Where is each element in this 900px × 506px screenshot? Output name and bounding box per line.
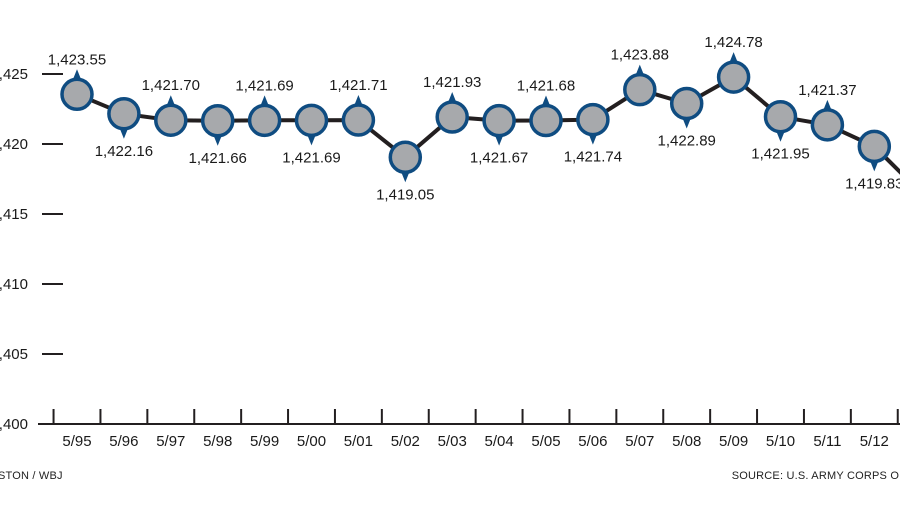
series-line [76,75,900,175]
data-label: 1,423.88 [611,47,669,64]
data-label: 1,421.68 [517,77,575,94]
data-label: 1,421.66 [189,150,247,167]
data-point-marker [341,103,376,137]
data-label: 1,421.37 [798,82,856,99]
data-point-marker [107,97,141,131]
data-point-marker [247,103,282,138]
data-label: 1,421.74 [564,149,622,166]
data-point-marker [669,86,704,121]
data-label: 1,419.05 [376,186,434,203]
x-tick-label: 5/10 [766,433,795,450]
data-label: 1,421.95 [751,146,809,163]
data-label: 1,421.69 [235,77,293,94]
y-tick-label: ,400 [0,416,28,433]
data-label: 1,421.69 [282,149,340,166]
x-tick-label: 5/09 [719,433,748,450]
x-tick-label: 5/98 [203,433,232,450]
y-tick-label: ,405 [0,346,28,363]
data-point-marker [529,103,563,138]
x-tick-label: 5/01 [344,433,373,450]
x-tick-label: 5/97 [156,433,185,450]
data-label: 1,422.89 [658,133,716,150]
x-tick-label: 5/99 [250,433,279,450]
data-point-marker [154,103,188,137]
x-tick-label: 5/07 [625,433,654,450]
data-point-marker [716,60,751,94]
x-tick-label: 5/03 [438,433,467,450]
x-tick-label: 5/95 [62,433,91,450]
data-label: 1,421.93 [423,74,481,91]
data-point-marker [388,140,423,175]
data-point-marker [200,104,235,138]
data-point-marker [482,103,516,138]
x-tick-label: 5/04 [484,433,513,450]
data-point-marker [435,100,469,134]
x-tick-label: 5/02 [391,433,420,450]
y-tick-label: ,425 [0,66,28,83]
data-label: 1,423.55 [48,51,106,68]
data-label: 1,424.78 [704,34,762,51]
data-point-marker [60,77,94,112]
source-credit: SOURCE: U.S. ARMY CORPS OF [731,470,900,482]
data-label: 1,421.70 [142,77,200,94]
graphic-credit: STON / WBJ [0,470,63,482]
data-point-marker [623,72,657,107]
x-tick-label: 5/05 [531,433,560,450]
data-point-marker [576,102,610,137]
x-tick-label: 5/08 [672,433,701,450]
x-tick-label: 5/06 [578,433,607,450]
data-point-marker [763,99,798,134]
data-label: 1,419.83 [845,175,900,192]
x-tick-label: 5/11 [813,433,841,450]
x-tick-label: 5/00 [297,433,326,450]
data-point-marker [857,129,892,164]
y-tick-label: ,410 [0,276,28,293]
data-label: 1,422.16 [95,143,153,160]
data-label: 1,421.67 [470,150,528,167]
y-tick-label: ,415 [0,206,28,223]
y-tick-label: ,420 [0,136,28,153]
x-tick-label: 5/12 [860,433,889,450]
data-point-marker [810,108,845,142]
data-label: 1,421.71 [329,77,387,94]
data-point-marker [294,103,329,138]
x-tick-label: 5/96 [109,433,138,450]
